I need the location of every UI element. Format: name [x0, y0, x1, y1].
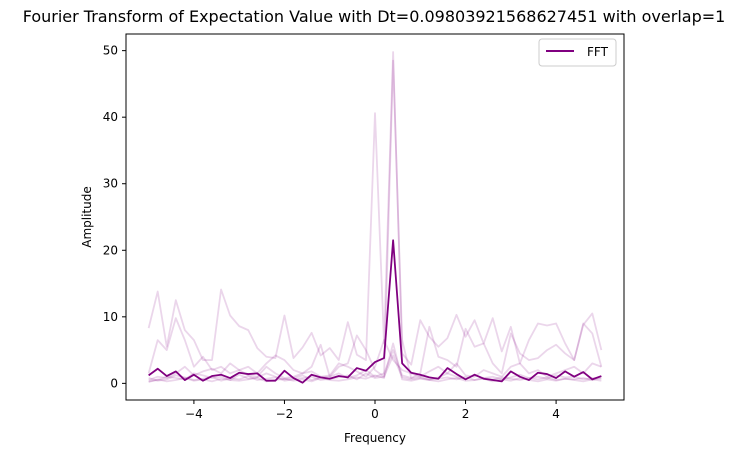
x-axis-ticks: −4 −2 0 2 4	[185, 400, 560, 421]
y-tick-label: 10	[103, 310, 118, 324]
x-tick-label: 0	[371, 407, 379, 421]
faint-series-4-line	[148, 349, 602, 383]
y-axis-label: Amplitude	[80, 186, 94, 248]
main-series-group	[148, 239, 602, 384]
y-axis-ticks: 0 10 20 30 40 50	[103, 44, 126, 390]
y-tick-label: 50	[103, 44, 118, 58]
series-fft-line	[148, 239, 602, 384]
plot-frame	[125, 33, 625, 401]
y-tick-label: 20	[103, 243, 118, 257]
y-tick-label: 30	[103, 177, 118, 191]
legend-box	[538, 38, 617, 67]
y-tick-label: 40	[103, 110, 118, 124]
faint-series-3-line	[148, 339, 602, 381]
y-tick-label: 0	[110, 376, 118, 390]
faint-series-group	[147, 51, 603, 383]
legend: FFT	[538, 38, 617, 67]
x-tick-label: 2	[462, 407, 470, 421]
x-axis-label: Frequency	[344, 431, 406, 445]
x-tick-label: −2	[276, 407, 294, 421]
faint-series-1-line	[147, 51, 603, 366]
faint-series-2-line	[147, 59, 603, 379]
x-tick-label: 4	[552, 407, 560, 421]
chart-title: Fourier Transform of Expectation Value w…	[23, 7, 726, 26]
legend-label-fft: FFT	[587, 45, 609, 59]
x-tick-label: −4	[185, 407, 203, 421]
